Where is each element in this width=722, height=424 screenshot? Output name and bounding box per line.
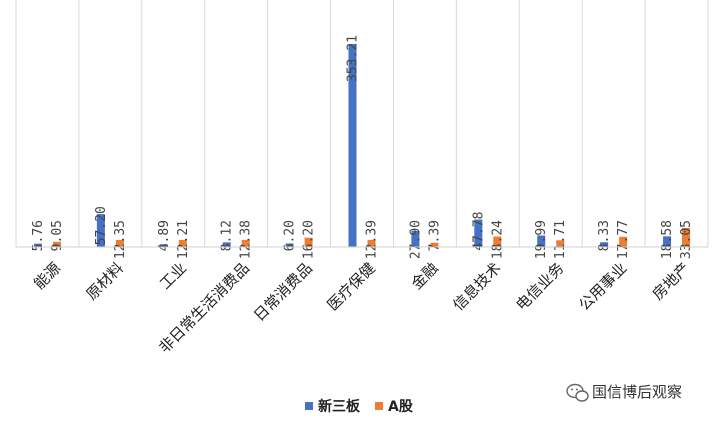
value-label-series-2: 12.21: [176, 220, 191, 259]
x-tick-label: 金融: [408, 259, 442, 293]
value-label-series-1: 5.76: [31, 220, 46, 251]
value-label-series-2: 9.05: [50, 220, 65, 251]
watermark: 国信博后观察: [566, 383, 682, 402]
value-label-series-1: 6.20: [283, 220, 298, 251]
category-separators: [15, 0, 709, 247]
bar-series-1: [96, 214, 105, 247]
legend-label-series-2: A股: [388, 399, 414, 415]
value-label-series-1: 353.21: [346, 35, 361, 82]
bars: [33, 44, 691, 247]
bar-series-2: [52, 241, 61, 247]
value-label-series-2: 11.71: [553, 220, 568, 259]
value-label-series-1: 4.89: [157, 220, 172, 251]
value-label-series-1: 57.20: [94, 206, 109, 245]
bar-series-2: [682, 228, 691, 247]
value-label-series-1: 47.78: [471, 212, 486, 251]
value-label-series-2: 16.20: [302, 220, 317, 259]
value-label-series-1: 8.12: [220, 220, 235, 251]
watermark-text: 国信博后观察: [592, 383, 682, 401]
legend-label-series-1: 新三板: [318, 398, 361, 415]
bar-series-2: [178, 239, 187, 247]
bar-series-2: [115, 239, 124, 247]
bar-series-2: [493, 236, 502, 247]
bar-series-1: [285, 243, 294, 247]
value-label-series-1: 27.90: [408, 220, 423, 259]
bar-series-1: [600, 242, 609, 247]
bar-series-1: [33, 243, 42, 247]
x-tick-label: 电信业务: [512, 259, 567, 314]
value-labels: 5.76 9.05 57.20 12.35 4.89 12.21 8.12 12.38 6.20…: [31, 35, 694, 259]
bar-series-1: [411, 230, 420, 247]
bar-series-2: [304, 237, 313, 247]
value-label-series-2: 7.39: [427, 220, 442, 251]
bar-series-1: [222, 242, 231, 247]
value-label-series-2: 17.77: [616, 220, 631, 259]
wechat-icon: [566, 383, 589, 402]
bar-series-1: [474, 219, 483, 247]
bar-series-2: [619, 236, 628, 247]
bar-series-2: [430, 242, 439, 247]
bar-series-1: [159, 244, 168, 247]
bar-series-1: [663, 236, 672, 247]
x-tick-label: 医疗保健: [324, 259, 379, 314]
value-label-series-1: 8.33: [597, 220, 612, 251]
value-label-series-1: 18.58: [660, 220, 675, 259]
bar-series-1: [348, 44, 357, 247]
value-label-series-2: 12.39: [365, 220, 380, 259]
x-tick-label: 日常消费品: [250, 259, 316, 325]
x-tick-label: 房地产: [649, 259, 694, 304]
bar-series-2: [556, 240, 565, 247]
x-tick-label: 能源: [30, 259, 64, 293]
x-tick-label: 工业: [156, 259, 190, 293]
x-tick-label: 原材料: [83, 259, 128, 304]
legend: 新三板 A股: [305, 398, 414, 415]
value-label-series-2: 33.05: [679, 220, 694, 259]
value-label-series-2: 18.24: [490, 220, 505, 259]
x-tick-label: 信息技术: [449, 259, 504, 314]
bar-series-2: [241, 239, 250, 247]
value-label-series-2: 12.35: [113, 220, 128, 259]
bar-series-1: [537, 235, 546, 247]
value-label-series-2: 12.38: [239, 220, 254, 259]
bar-series-2: [367, 239, 376, 247]
value-label-series-1: 19.99: [534, 220, 549, 259]
legend-swatch-series-2: [375, 402, 383, 410]
legend-swatch-series-1: [305, 402, 313, 410]
x-tick-label: 公用事业: [575, 259, 630, 314]
